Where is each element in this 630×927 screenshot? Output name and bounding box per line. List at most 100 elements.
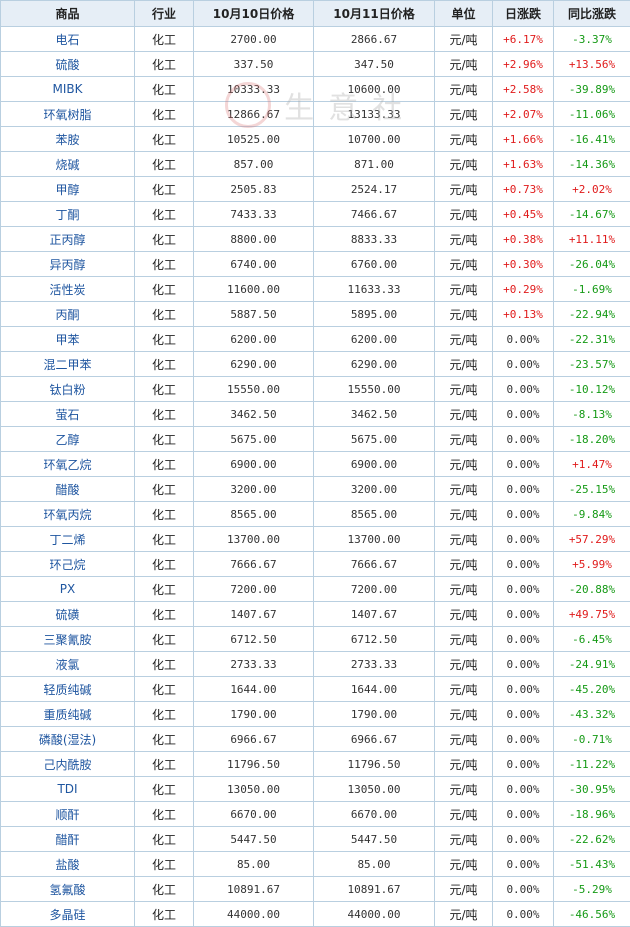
industry-cell: 化工 <box>134 801 194 827</box>
product-name-link[interactable]: 丁二烯 <box>0 526 135 552</box>
price-oct11-cell: 3200.00 <box>313 476 435 502</box>
price-oct11-cell: 85.00 <box>313 851 435 877</box>
price-oct10-cell: 44000.00 <box>193 901 314 927</box>
price-oct10-cell: 2700.00 <box>193 26 314 52</box>
yoy-change-cell: -1.69% <box>553 276 630 302</box>
price-oct10-cell: 85.00 <box>193 851 314 877</box>
product-name-link[interactable]: 环氧丙烷 <box>0 501 135 527</box>
unit-cell: 元/吨 <box>434 601 493 627</box>
unit-cell: 元/吨 <box>434 251 493 277</box>
table-row: 乙醇 化工 5675.00 5675.00 元/吨 0.00% -18.20% <box>0 426 630 452</box>
product-name-link[interactable]: 盐酸 <box>0 851 135 877</box>
product-name-link[interactable]: 乙醇 <box>0 426 135 452</box>
price-oct10-cell: 6290.00 <box>193 351 314 377</box>
product-name-link[interactable]: 正丙醇 <box>0 226 135 252</box>
industry-cell: 化工 <box>134 101 194 127</box>
table-row: 苯胺 化工 10525.00 10700.00 元/吨 +1.66% -16.41% <box>0 126 630 152</box>
unit-cell: 元/吨 <box>434 326 493 352</box>
unit-cell: 元/吨 <box>434 76 493 102</box>
product-name-link[interactable]: 丙酮 <box>0 301 135 327</box>
price-oct10-cell: 7433.33 <box>193 201 314 227</box>
product-name-link[interactable]: 电石 <box>0 26 135 52</box>
table-row: PX 化工 7200.00 7200.00 元/吨 0.00% -20.88% <box>0 576 630 602</box>
price-oct10-cell: 3200.00 <box>193 476 314 502</box>
product-name-link[interactable]: 己内酰胺 <box>0 751 135 777</box>
industry-cell: 化工 <box>134 826 194 852</box>
product-name-link[interactable]: 环己烷 <box>0 551 135 577</box>
daily-change-cell: 0.00% <box>492 501 554 527</box>
product-name-link[interactable]: PX <box>0 576 135 602</box>
yoy-change-cell: -14.36% <box>553 151 630 177</box>
yoy-change-cell: -46.56% <box>553 901 630 927</box>
price-oct10-cell: 7200.00 <box>193 576 314 602</box>
product-name-link[interactable]: TDI <box>0 776 135 802</box>
product-name-link[interactable]: 顺酐 <box>0 801 135 827</box>
daily-change-cell: +0.38% <box>492 226 554 252</box>
price-oct11-cell: 7666.67 <box>313 551 435 577</box>
product-name-link[interactable]: 异丙醇 <box>0 251 135 277</box>
product-name-link[interactable]: 烧碱 <box>0 151 135 177</box>
product-name-link[interactable]: 苯胺 <box>0 126 135 152</box>
product-name-link[interactable]: 醋酸 <box>0 476 135 502</box>
price-oct10-cell: 5675.00 <box>193 426 314 452</box>
price-oct10-cell: 15550.00 <box>193 376 314 402</box>
product-name-link[interactable]: 混二甲苯 <box>0 351 135 377</box>
price-oct11-cell: 6200.00 <box>313 326 435 352</box>
price-oct10-cell: 11600.00 <box>193 276 314 302</box>
daily-change-cell: +1.63% <box>492 151 554 177</box>
product-name-link[interactable]: 环氧乙烷 <box>0 451 135 477</box>
daily-change-cell: 0.00% <box>492 601 554 627</box>
unit-cell: 元/吨 <box>434 101 493 127</box>
product-name-link[interactable]: 甲苯 <box>0 326 135 352</box>
product-name-link[interactable]: 磷酸(湿法) <box>0 726 135 752</box>
product-name-link[interactable]: 氢氟酸 <box>0 876 135 902</box>
unit-cell: 元/吨 <box>434 351 493 377</box>
yoy-change-cell: -23.57% <box>553 351 630 377</box>
product-name-link[interactable]: 丁酮 <box>0 201 135 227</box>
product-name-link[interactable]: 硫磺 <box>0 601 135 627</box>
product-name-link[interactable]: 重质纯碱 <box>0 701 135 727</box>
table-header: 商品 行业 10月10日价格 10月11日价格 单位 日涨跌 同比涨跌 <box>0 0 630 27</box>
table-row: 轻质纯碱 化工 1644.00 1644.00 元/吨 0.00% -45.20% <box>0 676 630 702</box>
unit-cell: 元/吨 <box>434 701 493 727</box>
product-name-link[interactable]: 环氧树脂 <box>0 101 135 127</box>
yoy-change-cell: -51.43% <box>553 851 630 877</box>
industry-cell: 化工 <box>134 401 194 427</box>
unit-cell: 元/吨 <box>434 826 493 852</box>
product-name-link[interactable]: 钛白粉 <box>0 376 135 402</box>
product-name-link[interactable]: MIBK <box>0 76 135 102</box>
unit-cell: 元/吨 <box>434 376 493 402</box>
industry-cell: 化工 <box>134 376 194 402</box>
daily-change-cell: 0.00% <box>492 376 554 402</box>
yoy-change-cell: -10.12% <box>553 376 630 402</box>
price-oct11-cell: 10700.00 <box>313 126 435 152</box>
table-body: 电石 化工 2700.00 2866.67 元/吨 +6.17% -3.37% 硫酸 化工 337… <box>0 26 630 927</box>
product-name-link[interactable]: 三聚氰胺 <box>0 626 135 652</box>
product-name-link[interactable]: 轻质纯碱 <box>0 676 135 702</box>
unit-cell: 元/吨 <box>434 126 493 152</box>
product-name-link[interactable]: 硫酸 <box>0 51 135 77</box>
table-row: 异丙醇 化工 6740.00 6760.00 元/吨 +0.30% -26.04% <box>0 251 630 277</box>
product-name-link[interactable]: 活性炭 <box>0 276 135 302</box>
price-oct11-cell: 13050.00 <box>313 776 435 802</box>
daily-change-cell: +0.29% <box>492 276 554 302</box>
price-oct11-cell: 6900.00 <box>313 451 435 477</box>
price-oct11-cell: 13700.00 <box>313 526 435 552</box>
price-oct11-cell: 6670.00 <box>313 801 435 827</box>
product-name-link[interactable]: 液氯 <box>0 651 135 677</box>
unit-cell: 元/吨 <box>434 576 493 602</box>
price-oct10-cell: 12866.67 <box>193 101 314 127</box>
product-name-link[interactable]: 萤石 <box>0 401 135 427</box>
industry-cell: 化工 <box>134 301 194 327</box>
product-name-link[interactable]: 甲醇 <box>0 176 135 202</box>
table-row: 环己烷 化工 7666.67 7666.67 元/吨 0.00% +5.99% <box>0 551 630 577</box>
product-name-link[interactable]: 多晶硅 <box>0 901 135 927</box>
table-row: 萤石 化工 3462.50 3462.50 元/吨 0.00% -8.13% <box>0 401 630 427</box>
price-oct11-cell: 10891.67 <box>313 876 435 902</box>
product-name-link[interactable]: 醋酐 <box>0 826 135 852</box>
price-oct10-cell: 10333.33 <box>193 76 314 102</box>
daily-change-cell: 0.00% <box>492 726 554 752</box>
industry-cell: 化工 <box>134 251 194 277</box>
price-oct10-cell: 6712.50 <box>193 626 314 652</box>
